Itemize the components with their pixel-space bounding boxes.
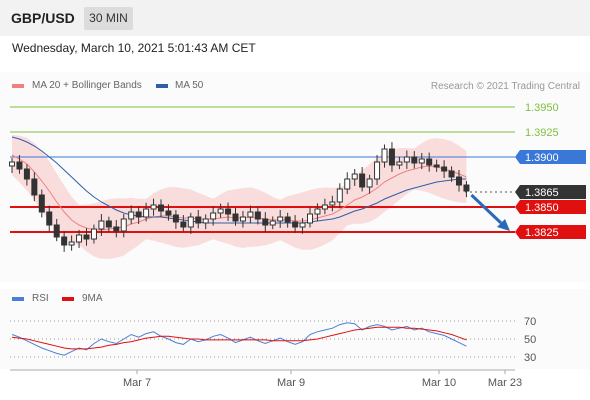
legend-9ma: 9MA [82,293,103,304]
rsi-tick-50: 50 [524,334,536,346]
candle-body [120,218,127,232]
candle-body [217,208,224,214]
candle-body [426,158,433,166]
level-tag-1.3900 [515,150,586,164]
legend-swatch-rsi [12,297,24,301]
candle-body [210,212,217,220]
candle-body [172,214,179,223]
legend-ma50: MA 50 [175,80,204,91]
candle-body [31,178,38,196]
rsi-9ma-line [11,326,467,350]
candle-body [113,226,120,232]
ma20-line [11,154,467,231]
candle-body [254,211,261,220]
ma50-line [11,136,467,224]
level-label-1.3950: 1.3950 [525,102,559,114]
level-label-1.3865: 1.3865 [525,187,559,199]
candle-body [105,220,112,228]
candle-body [441,166,448,172]
candle-body [135,211,142,218]
candle-body [61,236,68,246]
level-label-1.3850: 1.3850 [525,202,559,214]
candle-body [165,210,172,216]
candle-body [202,218,209,224]
candle-body [299,222,306,228]
candle-body [344,178,351,190]
x-tick-mar-23: Mar 23 [488,377,522,389]
candle-body [53,224,60,238]
legend-swatch-ma20 [12,84,24,88]
forecast-arrow-shaft [470,193,503,225]
candle-body [9,161,15,167]
x-tick-mar-7: Mar 7 [123,377,151,389]
level-tag-1.3865 [515,185,586,199]
rsi-tick-70: 70 [524,316,536,328]
candle-body [351,173,358,180]
level-label-1.3925: 1.3925 [525,127,559,139]
candle-body [366,178,373,188]
candle-body [98,220,105,230]
candle-body [232,213,239,222]
candle-body [374,161,381,180]
candle-body [76,234,83,243]
candle-body [418,158,425,164]
timestamp: Wednesday, March 10, 2021 5:01:43 AM CET [12,41,256,55]
symbol-title: GBP/USD [11,10,75,26]
legend-swatch-ma50 [156,84,168,88]
candle-body [463,184,470,192]
candle-body [247,211,254,218]
candle-body [336,188,343,203]
level-tag-1.3825 [515,225,586,239]
candle-body [314,208,321,215]
forecast-arrow-head [497,219,510,231]
copyright: Research © 2021 Trading Central [430,81,580,92]
candle-body [262,218,269,226]
candle-body [403,156,410,163]
candle-body [90,228,97,240]
candle-body [411,156,418,164]
candle-body [128,211,135,220]
candle-body [83,234,90,240]
candle-body [433,164,440,168]
candle-body [307,213,313,224]
candle-body [158,204,164,212]
level-tag-1.3850 [515,200,586,214]
candle-body [225,208,232,215]
rsi-tick-30: 30 [524,352,536,364]
legend-ma20: MA 20 + Bollinger Bands [32,80,142,91]
candle-body [23,168,30,180]
candle-body [187,216,194,228]
candle-body [359,173,366,188]
candle-body [239,216,246,222]
candle-body [46,211,53,226]
candle-body [277,216,284,222]
x-tick-mar-9: Mar 9 [277,377,305,389]
candle-body [396,161,403,166]
candle-body [292,221,299,228]
candle-body [269,220,276,226]
candle-body [150,204,157,210]
candle-body [456,176,462,186]
candle-body [180,221,187,228]
candle-body [388,148,395,166]
level-label-1.3825: 1.3825 [525,227,559,239]
legend-rsi: RSI [32,293,49,304]
candle-body [16,161,23,170]
timeframe-button[interactable]: 30 MIN [84,7,133,30]
x-tick-mar-10: Mar 10 [422,377,456,389]
level-label-1.3900: 1.3900 [525,152,559,164]
rsi-panel[interactable] [0,289,590,369]
candle-body [68,241,75,246]
candle-body [321,204,328,210]
candle-body [195,216,202,224]
candle-body [448,170,455,178]
candle-body [329,201,336,206]
candle-body [38,194,45,213]
header-bar: GBP/USD 30 MIN [0,0,590,36]
candle-body [381,148,388,163]
legend-swatch-9ma [62,297,74,301]
candle-body [143,208,150,218]
candle-body [284,216,291,223]
